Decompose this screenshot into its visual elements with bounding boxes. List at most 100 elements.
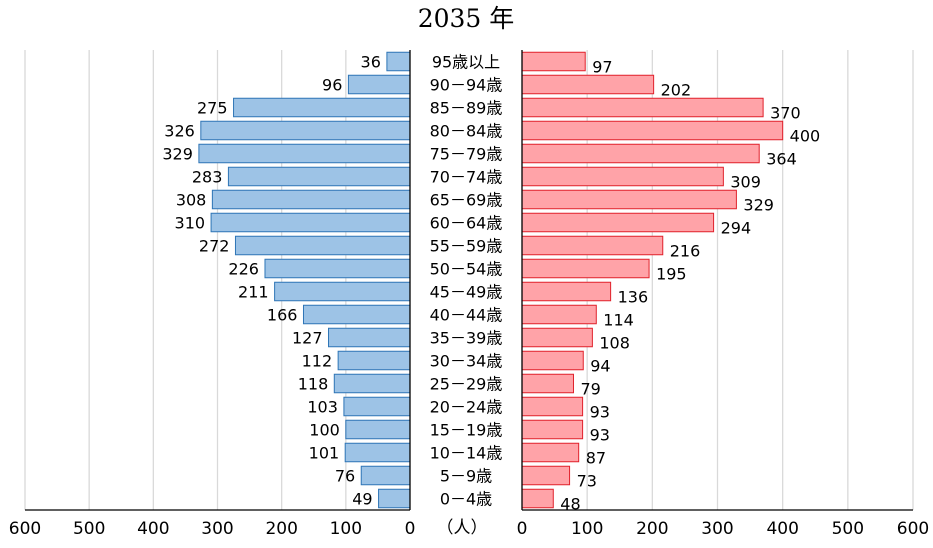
data-label-left: 49	[352, 490, 372, 509]
data-label-right: 108	[599, 334, 630, 353]
tick-labels: 600 500 400 300 200 100 0 0 100 200 300 400 500 600	[9, 519, 929, 539]
age-label: 30－34歳	[430, 352, 503, 371]
bar-right	[521, 465, 571, 486]
bar-right	[521, 97, 764, 118]
data-label-left: 96	[322, 76, 342, 95]
bar-left	[211, 189, 411, 210]
data-label-right: 114	[603, 311, 634, 330]
age-labels: 0－4歳 5－9歳 10－14歳 15－19歳 20－24歳 25－29歳 30－34歳 35…	[430, 53, 503, 509]
data-label-right: 370	[770, 104, 801, 123]
bar-right	[521, 189, 737, 210]
tick-label: 0	[517, 519, 528, 539]
age-label: 95歳以上	[432, 53, 500, 72]
data-label-left: 118	[298, 375, 329, 394]
data-label-left: 101	[309, 444, 340, 463]
bar-left	[333, 373, 411, 394]
age-label: 85－89歳	[430, 99, 503, 118]
unit-label: （人）	[437, 518, 488, 538]
age-label: 10－14歳	[430, 444, 503, 463]
bar-left	[386, 51, 411, 72]
data-label-right: 309	[730, 173, 761, 192]
bar-left	[234, 235, 411, 256]
age-label: 55－59歳	[430, 237, 503, 256]
age-label: 15－19歳	[430, 421, 503, 440]
tick-label: 0	[405, 519, 416, 539]
bar-right	[521, 281, 612, 302]
data-label-right: 136	[618, 288, 649, 307]
data-label-left: 36	[361, 53, 381, 72]
bar-right	[521, 143, 760, 164]
data-label-right: 216	[670, 242, 701, 261]
tick-label: 400	[137, 519, 169, 539]
bar-right	[521, 166, 724, 187]
bar-left	[378, 488, 411, 509]
tick-label: 200	[265, 519, 297, 539]
age-label: 35－39歳	[430, 329, 503, 348]
data-label-left: 100	[309, 421, 340, 440]
age-label: 80－84歳	[430, 122, 503, 141]
data-label-right: 97	[592, 58, 612, 77]
age-label: 65－69歳	[430, 191, 503, 210]
bar-left	[302, 304, 411, 325]
age-label: 40－44歳	[430, 306, 503, 325]
data-label-right: 94	[590, 357, 610, 376]
bar-left	[227, 166, 411, 187]
age-label: 70－74歳	[430, 168, 503, 187]
bar-left	[328, 327, 411, 348]
data-label-right: 364	[766, 150, 797, 169]
bar-left	[343, 396, 411, 417]
tick-label: 200	[636, 519, 668, 539]
data-label-left: 211	[238, 283, 269, 302]
bar-right	[521, 327, 593, 348]
bar-right	[521, 212, 715, 233]
chart-title: 2035 年	[418, 4, 515, 33]
data-label-right: 87	[586, 449, 606, 468]
data-label-left: 283	[192, 168, 223, 187]
tick-label: 300	[701, 519, 733, 539]
age-label: 60－64歳	[430, 214, 503, 233]
data-label-left: 275	[197, 99, 228, 118]
data-label-right: 400	[790, 127, 821, 146]
data-label-right: 93	[590, 426, 610, 445]
bar-right	[521, 235, 664, 256]
bar-left	[360, 465, 411, 486]
tick-label: 500	[832, 519, 864, 539]
tick-label: 500	[73, 519, 105, 539]
bar-left	[347, 74, 411, 95]
data-label-right: 202	[661, 81, 692, 100]
bar-left	[345, 419, 411, 440]
bar-right	[521, 350, 584, 371]
bar-right	[521, 120, 784, 141]
bar-right	[521, 442, 580, 463]
tick-label: 100	[330, 519, 362, 539]
bar-right	[521, 304, 597, 325]
data-label-right: 294	[721, 219, 752, 238]
bar-right	[521, 488, 554, 509]
bar-right	[521, 74, 655, 95]
data-label-left: 272	[199, 237, 230, 256]
data-label-left: 103	[307, 398, 338, 417]
data-label-left: 326	[164, 122, 195, 141]
bar-left	[198, 143, 411, 164]
data-label-right: 73	[577, 472, 597, 491]
bar-left	[274, 281, 411, 302]
age-label: 5－9歳	[440, 467, 492, 486]
tick-label: 100	[571, 519, 603, 539]
data-label-right: 93	[590, 403, 610, 422]
age-label: 20－24歳	[430, 398, 503, 417]
bar-left	[264, 258, 411, 279]
data-label-right: 79	[580, 380, 600, 399]
axes	[25, 50, 913, 511]
bar-left	[200, 120, 411, 141]
tick-label: 600	[9, 519, 41, 539]
data-label-right: 195	[656, 265, 687, 284]
bar-right	[521, 373, 574, 394]
data-labels: 49 48 76 73 101 87 100 93 103 93 118 79 112 94 127 108 1…	[162, 53, 820, 514]
bar-right	[521, 396, 584, 417]
data-label-left: 226	[228, 260, 259, 279]
bar-right	[521, 419, 584, 440]
age-label: 75－79歳	[430, 145, 503, 164]
age-label: 0－4歳	[440, 490, 492, 509]
data-label-left: 166	[267, 306, 298, 325]
